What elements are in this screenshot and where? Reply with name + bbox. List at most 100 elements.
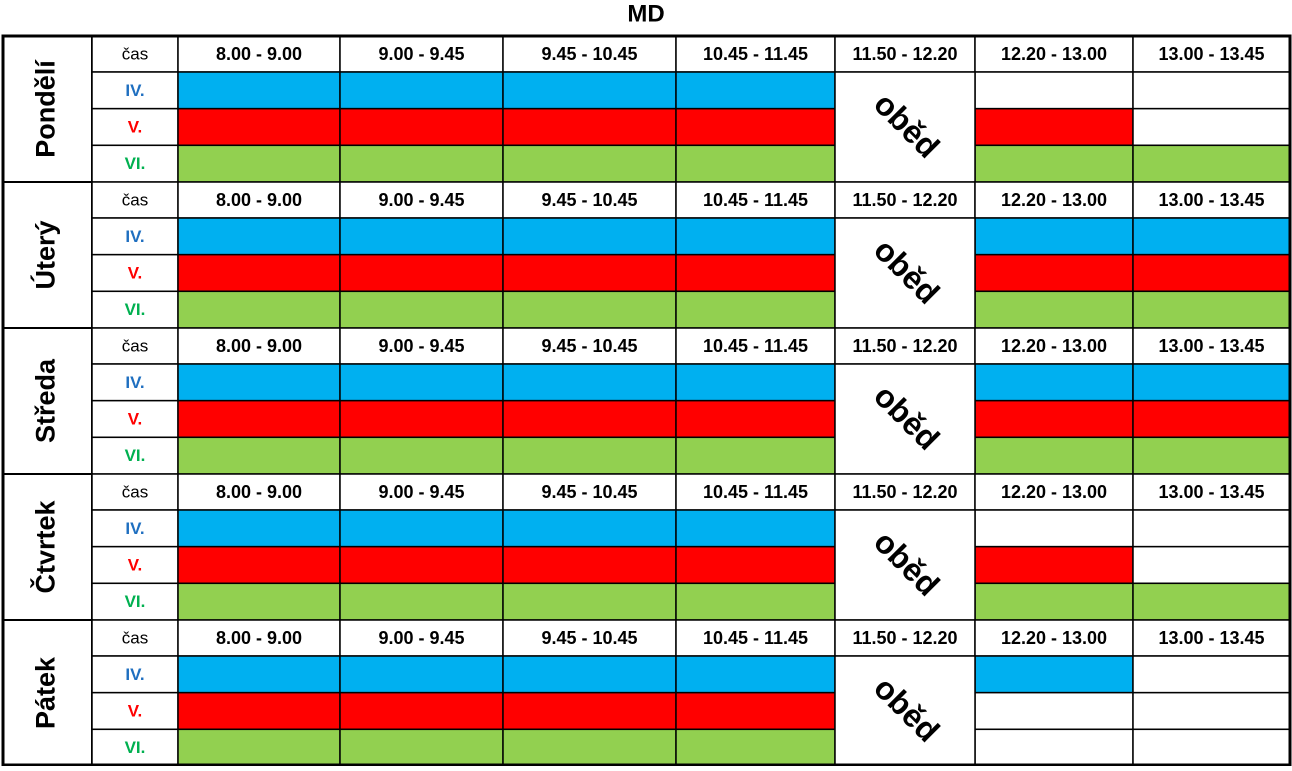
group-label: VI. [125,738,146,757]
lesson-cell [339,509,504,548]
lesson-cell [177,217,341,256]
group-label: IV. [125,81,144,100]
group-label: IV. [125,519,144,538]
header-cell [502,619,677,657]
lesson-cell [502,399,677,439]
group-cell [91,582,179,621]
time-slot: 13.00 - 13.45 [1158,628,1264,648]
lesson-cell [339,655,504,694]
lesson-cell [502,144,677,183]
lesson-cell [502,363,677,402]
empty-cell [1132,107,1291,147]
group-label: V. [128,701,143,720]
empty-cell [974,691,1134,731]
group-cell [91,436,179,475]
time-slot: 11.50 - 12.20 [852,44,957,64]
header-cell [91,35,179,73]
day-name: Čtvrtek [30,500,61,594]
time-label: čas [122,190,148,209]
header-cell [675,35,836,73]
lesson-cell [1132,217,1291,256]
empty-cell [1132,691,1291,731]
time-slot: 13.00 - 13.45 [1158,44,1264,64]
day-cell [2,619,93,767]
empty-cell [974,509,1134,548]
time-slot: 9.45 - 10.45 [541,44,637,64]
time-slot: 9.45 - 10.45 [541,628,637,648]
lesson-cell [502,582,677,621]
lunch-cell [834,655,976,767]
lesson-cell [974,582,1134,621]
lesson-cell [675,545,836,585]
header-cell [675,619,836,657]
time-slot: 11.50 - 12.20 [852,336,957,356]
lesson-cell [339,436,504,475]
time-slot: 8.00 - 9.00 [216,190,302,210]
lesson-cell [177,728,341,767]
lesson-cell [974,436,1134,475]
header-cell [339,327,504,365]
day-cell [2,327,93,475]
header-cell [177,619,341,657]
time-slot: 10.45 - 11.45 [703,44,808,64]
lesson-cell [502,107,677,147]
lesson-cell [177,582,341,621]
header-cell [974,619,1134,657]
lesson-cell [339,290,504,329]
time-slot: 9.45 - 10.45 [541,336,637,356]
group-label: V. [128,117,143,136]
lesson-cell [339,399,504,439]
group-label: VI. [125,592,146,611]
header-cell [974,473,1134,511]
day-cell [2,181,93,329]
header-cell [974,35,1134,73]
time-slot: 8.00 - 9.00 [216,44,302,64]
lesson-cell [502,217,677,256]
lesson-cell [177,509,341,548]
header-cell [1132,181,1291,219]
time-slot: 11.50 - 12.20 [852,628,957,648]
group-cell [91,290,179,329]
lesson-cell [675,253,836,293]
group-label: V. [128,555,143,574]
lesson-cell [675,509,836,548]
lesson-cell [1132,436,1291,475]
empty-cell [1132,728,1291,767]
lesson-cell [339,144,504,183]
group-cell [91,728,179,767]
header-cell [339,181,504,219]
lesson-cell [974,253,1134,293]
time-slot: 12.20 - 13.00 [1001,44,1107,64]
time-label: čas [122,44,148,63]
time-slot: 9.00 - 9.45 [378,336,464,356]
lesson-cell [177,253,341,293]
lesson-cell [1132,144,1291,183]
lesson-cell [974,545,1134,585]
lesson-cell [177,691,341,731]
lesson-cell [675,290,836,329]
lesson-cell [502,509,677,548]
lesson-cell [339,253,504,293]
lesson-cell [177,71,341,110]
time-slot: 9.45 - 10.45 [541,482,637,502]
day-cell [2,35,93,183]
day-name: Pondělí [31,59,61,158]
lesson-cell [339,217,504,256]
lesson-cell [339,363,504,402]
header-cell [675,181,836,219]
lunch-cell [834,71,976,183]
lesson-cell [502,436,677,475]
lesson-cell [974,107,1134,147]
lesson-cell [1132,253,1291,293]
header-cell [834,473,976,511]
lesson-cell [177,655,341,694]
group-cell [91,363,179,402]
lesson-cell [502,655,677,694]
lesson-cell [974,399,1134,439]
lesson-cell [974,363,1134,402]
lesson-cell [177,144,341,183]
time-slot: 10.45 - 11.45 [703,190,808,210]
lesson-cell [177,363,341,402]
